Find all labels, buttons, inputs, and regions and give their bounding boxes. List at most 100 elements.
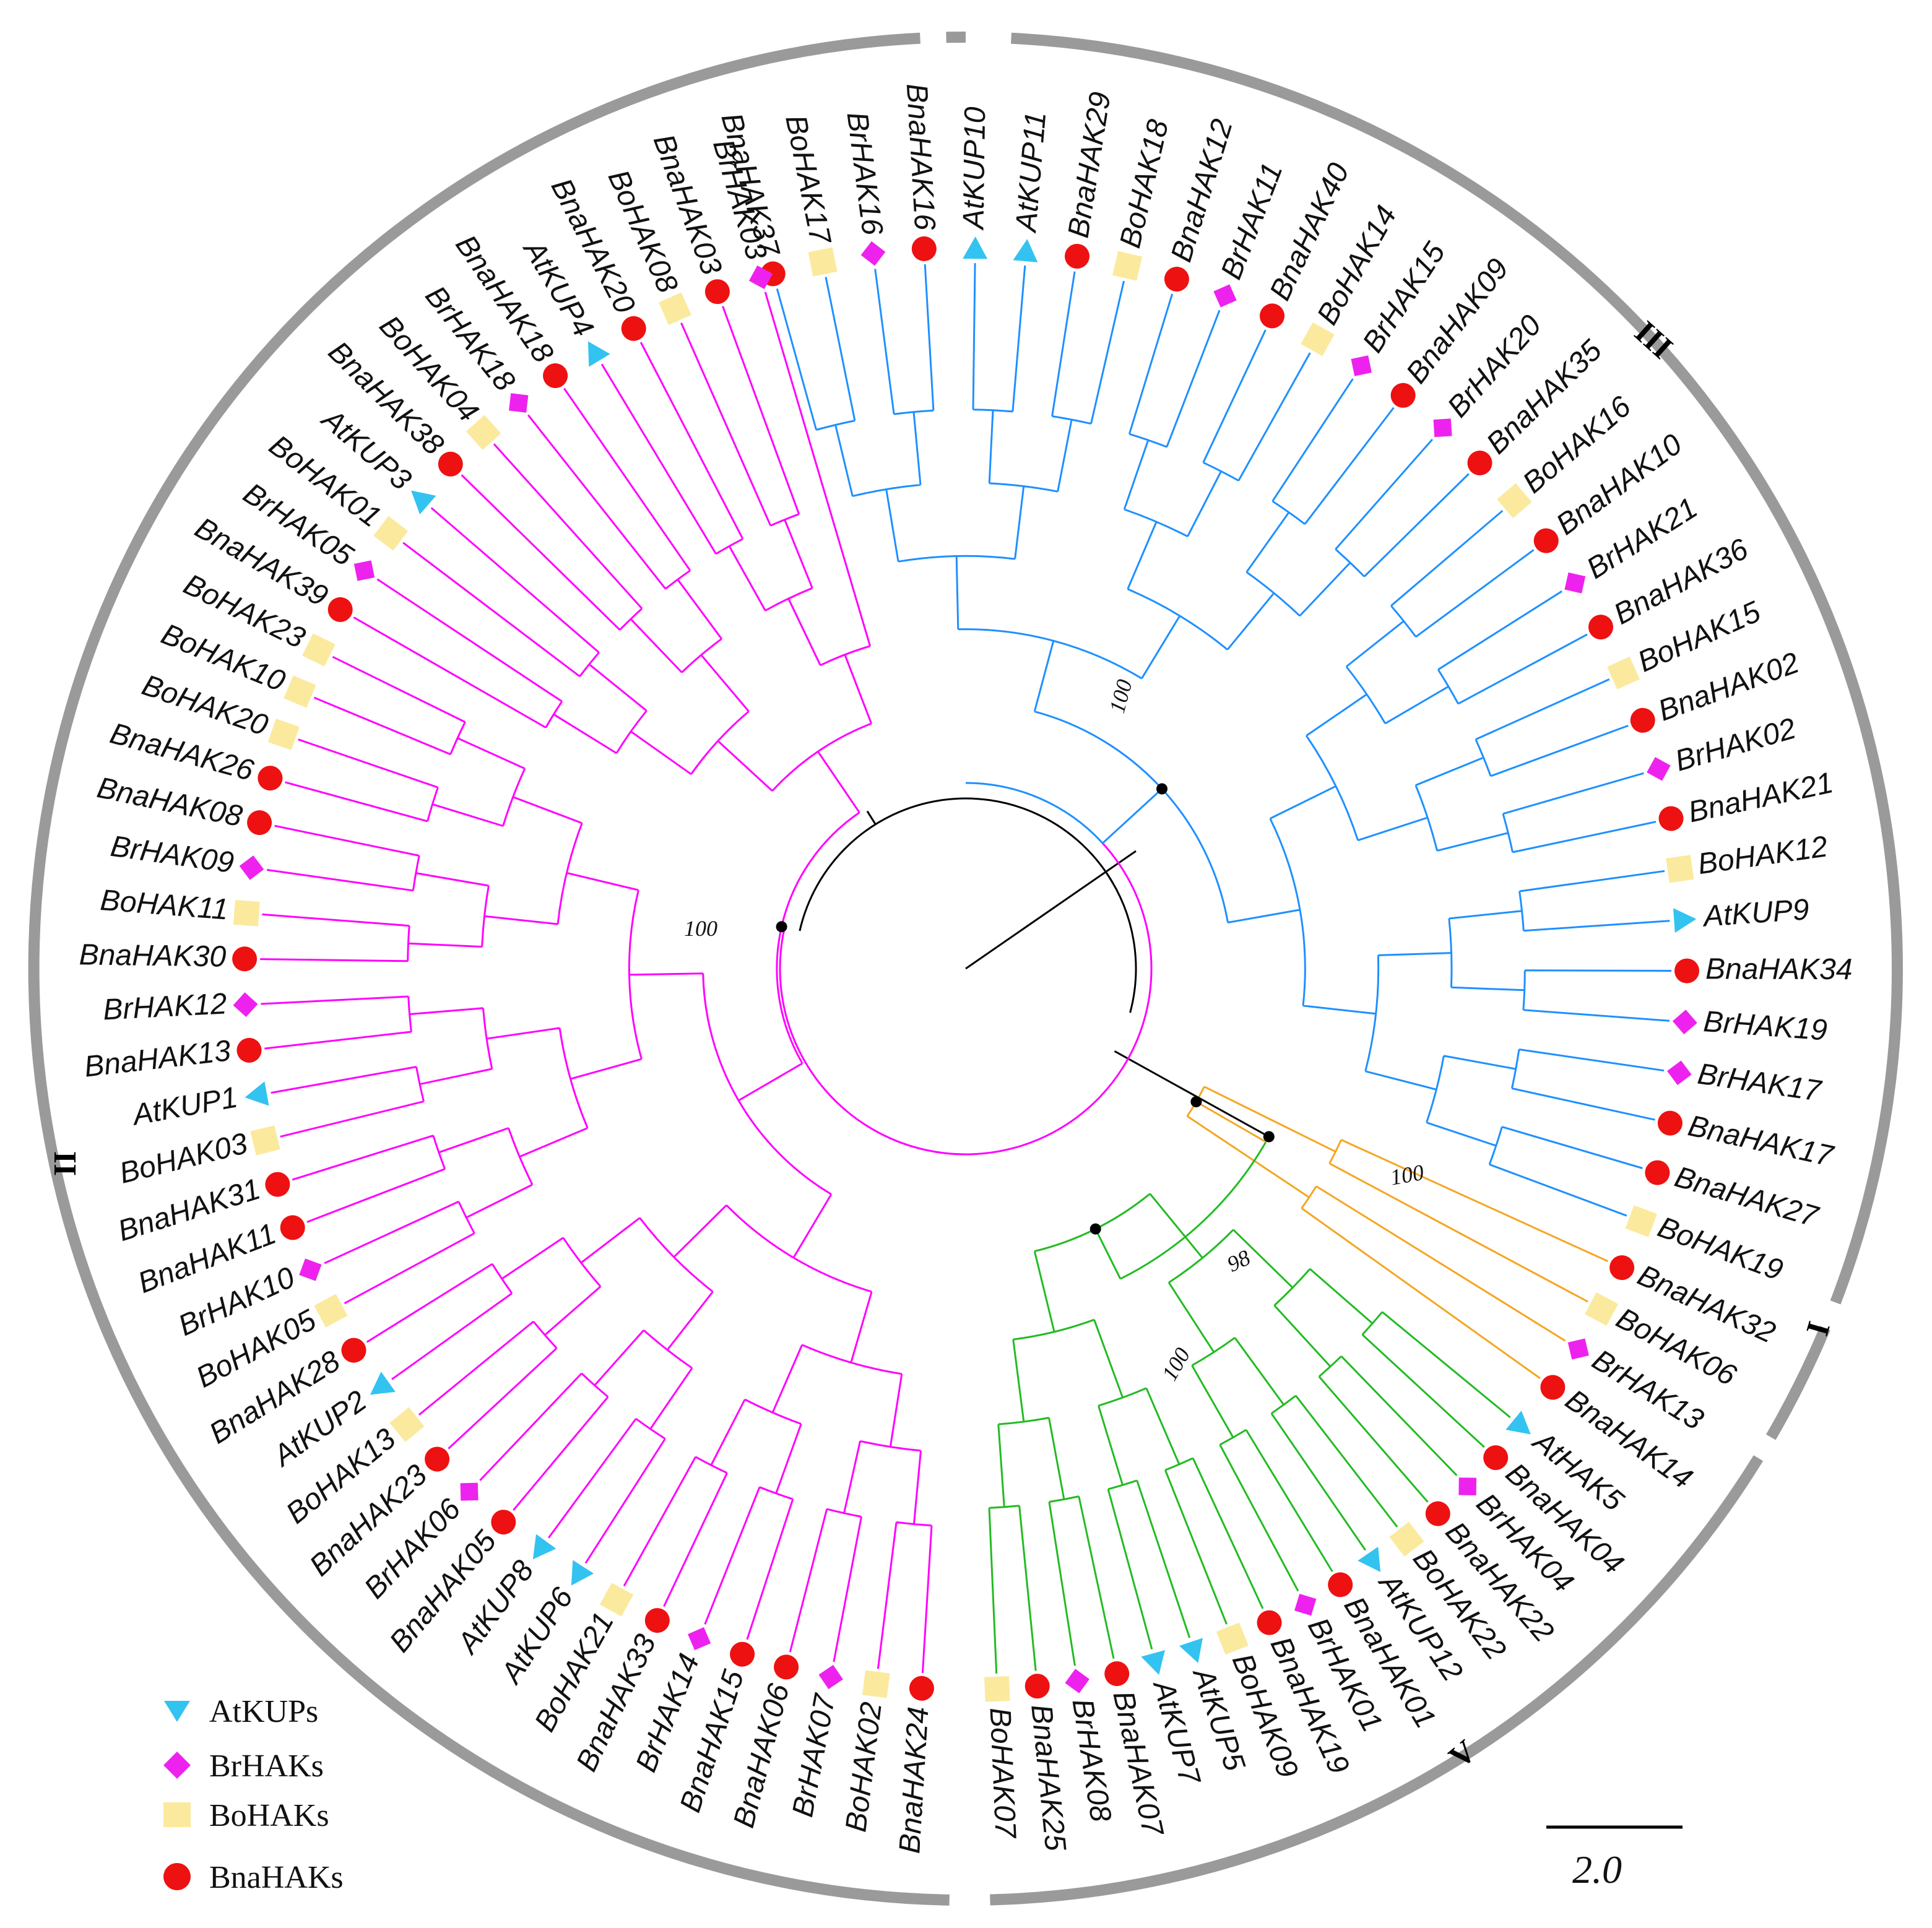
tip-marker-bnahak04	[1483, 1445, 1509, 1471]
tip-marker-bnahak23	[425, 1446, 450, 1472]
scale-bar-label: 2.0	[1572, 1848, 1622, 1891]
tip-marker-bohak21	[599, 1583, 634, 1617]
legend-bohaks-label: BoHAKs	[209, 1798, 329, 1833]
tip-marker-atkup6	[571, 1560, 594, 1586]
tip-marker-bohak13	[389, 1407, 425, 1442]
tip-marker-bnahak38	[438, 451, 463, 477]
tip-label: BoHAK12	[1696, 830, 1829, 881]
ring-segment-iii	[1011, 32, 1903, 1305]
tip-marker-brhak06	[460, 1482, 479, 1501]
tip-marker-bohak23	[302, 633, 336, 667]
tip-marker-bnahak26	[258, 766, 283, 791]
tip-marker-bnahak01	[1328, 1572, 1353, 1597]
bootstrap-clade-I: 100	[1388, 1160, 1426, 1190]
tip-marker-brhak19	[1672, 1009, 1697, 1035]
legend: AtKUPs BrHAKs BoHAKs BnaHAKs	[163, 1694, 344, 1895]
tip-label: BnaHAK29	[1062, 90, 1117, 240]
bootstrap-node-0	[1263, 1131, 1275, 1143]
bootstrap-labels: 98 100 100 100 100	[684, 677, 1426, 1385]
tip-label: BnaHAK30	[79, 938, 227, 973]
tip-marker-brhak20	[1433, 418, 1452, 438]
tip-label: BrHAK16	[840, 110, 888, 238]
tree-branches	[260, 263, 1672, 1674]
tip-marker-brhak15	[1351, 355, 1372, 376]
tip-marker-bnahak02	[1630, 707, 1655, 733]
tip-marker-bohak09	[1216, 1622, 1249, 1655]
tip-marker-bnahak21	[1658, 806, 1684, 831]
tip-label: BnaHAK08	[94, 771, 245, 833]
tip-marker-bohak03	[250, 1125, 280, 1156]
tip-marker-bnahak34	[1674, 958, 1699, 983]
tip-label: BoHAK18	[1114, 116, 1175, 251]
tip-label: BoHAK02	[839, 1700, 888, 1834]
tip-marker-bnahak19	[1257, 1610, 1282, 1635]
tip-marker-atkup10	[963, 236, 988, 259]
tip-label: AtKUP1	[128, 1081, 240, 1132]
tip-marker-brhak13	[1567, 1338, 1589, 1360]
tip-label: BoHAK11	[99, 884, 230, 927]
legend-atkups-label: AtKUPs	[209, 1694, 318, 1729]
tip-marker-bohak18	[1112, 251, 1143, 281]
tip-marker-bohak20	[267, 719, 300, 751]
bootstrap-node-3	[1190, 1096, 1202, 1107]
tip-marker-bnahak32	[1609, 1255, 1635, 1281]
tip-marker-atkup2	[370, 1372, 396, 1395]
clade-i-branches	[1186, 1086, 1609, 1380]
tip-marker-brhak01	[1294, 1594, 1317, 1616]
tip-marker-bnahak40	[1260, 303, 1284, 329]
tip-marker-bnahak39	[327, 597, 353, 622]
tip-marker-bohak05	[314, 1294, 348, 1328]
tip-marker-bnahak09	[1390, 383, 1416, 408]
ring-segment-v	[990, 1455, 1764, 1906]
tip-marker-bnahak07	[1104, 1661, 1130, 1687]
tip-label: BoHAK07	[983, 1707, 1021, 1840]
clade-ring	[28, 31, 1903, 1906]
tip-marker-brhak14	[688, 1627, 711, 1651]
tip-marker-bohak06	[1584, 1292, 1619, 1326]
tip-label: BrHAK09	[108, 830, 236, 880]
tip-marker-bohak11	[233, 899, 260, 927]
tip-marker-bohak02	[862, 1670, 890, 1698]
bootstrap-node-1	[1156, 783, 1167, 795]
tip-label: AtKUP9	[1700, 893, 1810, 933]
tip-marker-bnahak20	[621, 316, 646, 341]
backbone-branches	[779, 782, 1270, 1280]
scale-bar: 2.0	[1546, 1825, 1683, 1891]
tip-marker-bnahak06	[774, 1654, 799, 1680]
tip-marker-bnahak30	[232, 946, 258, 972]
bootstrap-clade-III: 100	[1104, 677, 1137, 716]
tip-marker-atkup8	[532, 1534, 557, 1560]
tip-marker-bohak08	[659, 292, 691, 326]
bootstrap-nodes	[776, 783, 1275, 1235]
tip-marker-brhak02	[1647, 757, 1671, 781]
tip-marker-bohak16	[1497, 483, 1532, 519]
tip-marker-bnahak31	[265, 1172, 290, 1197]
tip-marker-bohak12	[1666, 855, 1694, 883]
tip-marker-brhak04	[1458, 1477, 1477, 1495]
tip-marker-bnahak11	[280, 1215, 305, 1240]
tip-marker-brhak21	[1564, 572, 1586, 594]
tip-marker-bnahak17	[1657, 1110, 1683, 1136]
tip-marker-bnahak33	[644, 1608, 670, 1633]
tip-label: BnaHAK17	[1685, 1109, 1837, 1173]
tip-marker-bnahak18	[543, 363, 568, 388]
legend-brhaks-label: BrHAKs	[209, 1749, 324, 1784]
tip-label: AtKUP11	[1010, 111, 1052, 235]
tip-label: BoHAK17	[779, 112, 837, 248]
bootstrap-node-2	[776, 921, 787, 933]
tip-marker-bnahak28	[341, 1338, 366, 1363]
tip-marker-atkup12	[1358, 1546, 1381, 1572]
tip-marker-bnahak13	[236, 1037, 262, 1063]
tip-marker-bnahak08	[247, 810, 272, 836]
legend-brhaks-icon	[163, 1752, 191, 1779]
tip-marker-bnahak24	[909, 1675, 934, 1701]
tip-marker-bnahak25	[1024, 1674, 1050, 1699]
bootstrap-root: 98	[1223, 1245, 1254, 1276]
tip-marker-bohak10	[284, 675, 316, 708]
tip-label: BrHAK19	[1702, 1005, 1828, 1047]
tip-marker-brhak03	[748, 265, 773, 290]
tip-label: BrHAK07	[786, 1690, 842, 1820]
legend-bohaks-icon	[163, 1802, 191, 1827]
tip-marker-brhak12	[233, 992, 258, 1018]
